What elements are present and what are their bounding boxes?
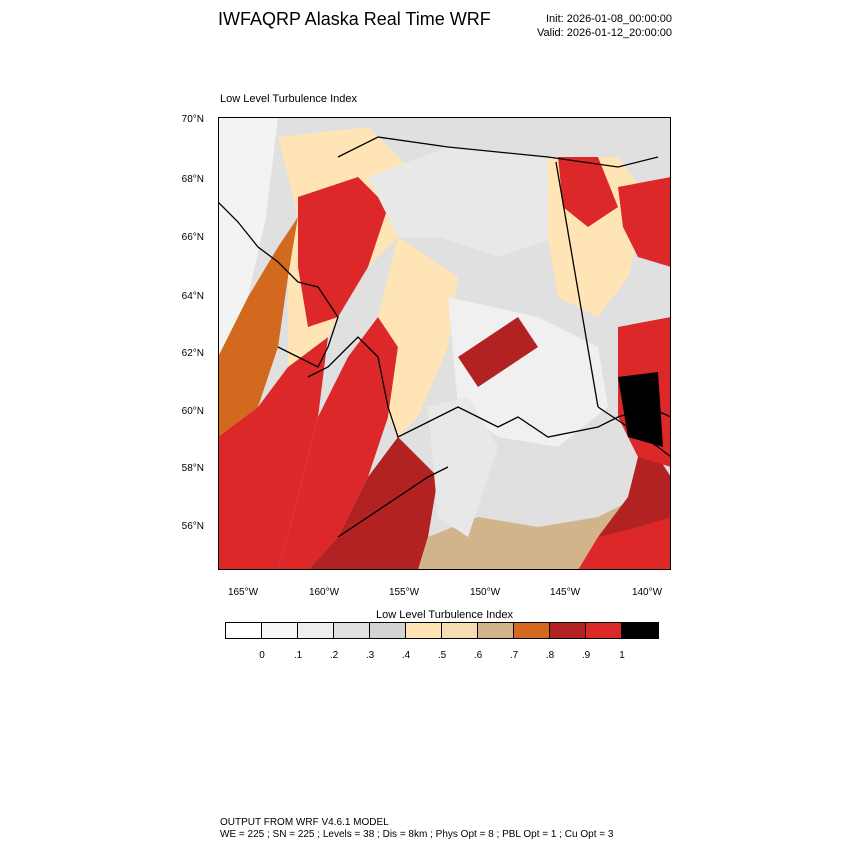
plot-title: Low Level Turbulence Index bbox=[220, 93, 357, 105]
lon-label-140: 140°W bbox=[631, 587, 663, 598]
colorbar-label: 0 bbox=[259, 650, 265, 661]
colorbar-box bbox=[442, 623, 478, 638]
colorbar-label: .5 bbox=[437, 650, 447, 661]
colorbar-box bbox=[478, 623, 514, 638]
land-red-ne bbox=[558, 157, 618, 227]
land-wheat-c bbox=[378, 237, 458, 437]
domain-edge bbox=[218, 117, 278, 357]
lon-label-145: 145°W bbox=[549, 587, 581, 598]
colorbar-box bbox=[622, 623, 658, 638]
colorbar-box bbox=[298, 623, 334, 638]
colorbar-label: .7 bbox=[509, 650, 519, 661]
colorbar-label: 1 bbox=[619, 650, 625, 661]
colorbar-box bbox=[406, 623, 442, 638]
ocean-red-sw bbox=[218, 337, 328, 570]
colorbar-box bbox=[514, 623, 550, 638]
border-line bbox=[555, 161, 599, 408]
colorbar-label: .1 bbox=[293, 650, 303, 661]
colorbar-box bbox=[334, 623, 370, 638]
colorbar-label: .9 bbox=[581, 650, 591, 661]
ocean-red-s bbox=[278, 317, 398, 570]
map-border bbox=[218, 117, 671, 570]
colorbar-label: .6 bbox=[473, 650, 483, 661]
lat-label-64: 64°N bbox=[181, 291, 204, 302]
init-time: Init: 2026-01-08_00:00:00 bbox=[546, 13, 672, 25]
footer-config: WE = 225 ; SN = 225 ; Levels = 38 ; Dis … bbox=[220, 829, 614, 840]
gulf-dark bbox=[598, 457, 671, 537]
colorbar-label: .4 bbox=[401, 650, 411, 661]
colorbar-box bbox=[226, 623, 262, 638]
peninsula-coastline bbox=[337, 466, 449, 538]
lat-label-58: 58°N bbox=[181, 463, 204, 474]
south-coastline bbox=[307, 336, 671, 438]
lon-label-160: 160°W bbox=[308, 587, 340, 598]
colorbar-box bbox=[550, 623, 586, 638]
turbulence-map bbox=[218, 117, 671, 570]
land-grey-c bbox=[448, 297, 608, 447]
se-border bbox=[597, 406, 671, 458]
colorbar-box bbox=[262, 623, 298, 638]
main-title: IWFAQRP Alaska Real Time WRF bbox=[218, 9, 491, 29]
valid-time: Valid: 2026-01-12_20:00:00 bbox=[537, 27, 672, 39]
lat-label-56: 56°N bbox=[181, 521, 204, 532]
lon-label-150: 150°W bbox=[469, 587, 501, 598]
colorbar-label: .2 bbox=[329, 650, 339, 661]
lon-label-155: 155°W bbox=[388, 587, 420, 598]
colorbar-box bbox=[586, 623, 622, 638]
land-red-e bbox=[618, 177, 671, 267]
colorbar-box bbox=[370, 623, 406, 638]
lat-label-60: 60°N bbox=[181, 406, 204, 417]
lat-label-70: 70°N bbox=[181, 114, 204, 125]
ocean-dark-s bbox=[308, 437, 438, 570]
colorbar-title: Low Level Turbulence Index bbox=[376, 609, 513, 621]
footer-model: OUTPUT FROM WRF V4.6.1 MODEL bbox=[220, 817, 389, 828]
north-coastline bbox=[337, 136, 659, 168]
lat-label-62: 62°N bbox=[181, 348, 204, 359]
colorbar-label: .3 bbox=[365, 650, 375, 661]
lat-label-68: 68°N bbox=[181, 174, 204, 185]
land-dark-band bbox=[458, 317, 538, 387]
land-grey-s bbox=[428, 397, 498, 537]
lat-label-66: 66°N bbox=[181, 232, 204, 243]
colorbar-label: .8 bbox=[545, 650, 555, 661]
land-red-nw bbox=[298, 177, 388, 327]
colorbar bbox=[225, 622, 659, 639]
ocean-orange bbox=[218, 217, 298, 437]
west-coastline bbox=[218, 201, 339, 368]
land-grey-n bbox=[368, 147, 578, 257]
lon-label-165: 165°W bbox=[227, 587, 259, 598]
